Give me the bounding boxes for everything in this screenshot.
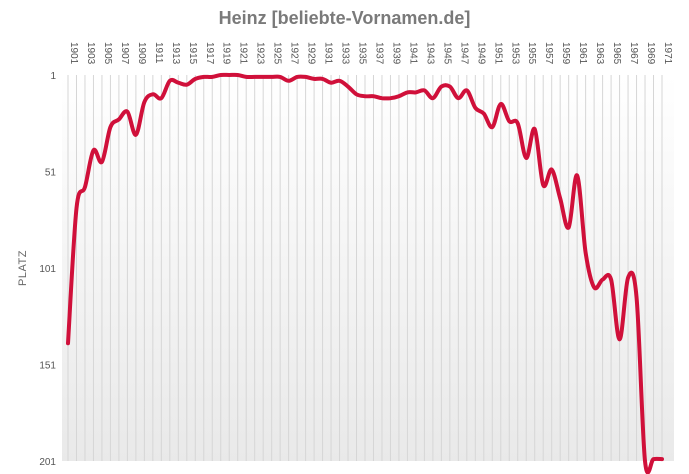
y-axis-label: PLATZ [17,250,29,286]
plot-background [62,75,674,461]
gridlines [67,75,663,461]
x-tick-label: 1917 [204,42,215,65]
x-tick-label: 1949 [475,42,486,65]
x-tick-label: 1963 [594,42,605,65]
x-tick-label: 1953 [509,42,520,65]
x-tick-label: 1927 [289,42,300,65]
x-tick-label: 1971 [662,42,673,65]
x-tick-label: 1903 [85,42,96,65]
y-tick-label: 151 [39,361,56,372]
x-tick-label: 1945 [441,42,452,65]
x-tick-label: 1943 [424,42,435,65]
x-tick-label: 1933 [340,42,351,65]
x-tick-label: 1961 [577,42,588,65]
x-tick-label: 1967 [628,42,639,65]
x-tick-label: 1905 [102,42,113,65]
x-tick-label: 1935 [357,42,368,65]
y-tick-label: 201 [39,457,56,468]
x-tick-label: 1937 [373,42,384,65]
x-tick-label: 1939 [390,42,401,65]
x-tick-label: 1915 [187,42,198,65]
y-tick-label: 101 [39,264,56,275]
x-tick-label: 1929 [306,42,317,65]
y-tick-label: 51 [45,168,57,179]
x-tick-label: 1921 [238,42,249,65]
x-tick-label: 1925 [272,42,283,65]
x-tick-label: 1901 [68,42,79,65]
x-tick-label: 1919 [221,42,232,65]
x-tick-label: 1923 [255,42,266,65]
x-tick-label: 1931 [323,42,334,65]
x-axis-ticks: 1901 1903 1905 1907 1909 1911 1913 1915 1917 1919… [68,42,673,65]
x-tick-label: 1913 [170,42,181,65]
chart-title: Heinz [beliebte-Vornamen.de] [218,8,471,28]
x-tick-label: 1955 [526,42,537,65]
x-tick-label: 1959 [560,42,571,65]
series-line [66,72,664,474]
y-tick-label: 1 [50,71,56,82]
x-tick-label: 1907 [119,42,130,65]
x-tick-label: 1947 [458,42,469,65]
x-tick-label: 1957 [543,42,554,65]
x-tick-label: 1909 [136,42,147,65]
x-tick-label: 1951 [492,42,503,65]
x-tick-label: 1965 [611,42,622,65]
x-tick-label: 1941 [407,42,418,65]
x-tick-label: 1911 [153,42,164,64]
x-tick-label: 1969 [645,42,656,65]
